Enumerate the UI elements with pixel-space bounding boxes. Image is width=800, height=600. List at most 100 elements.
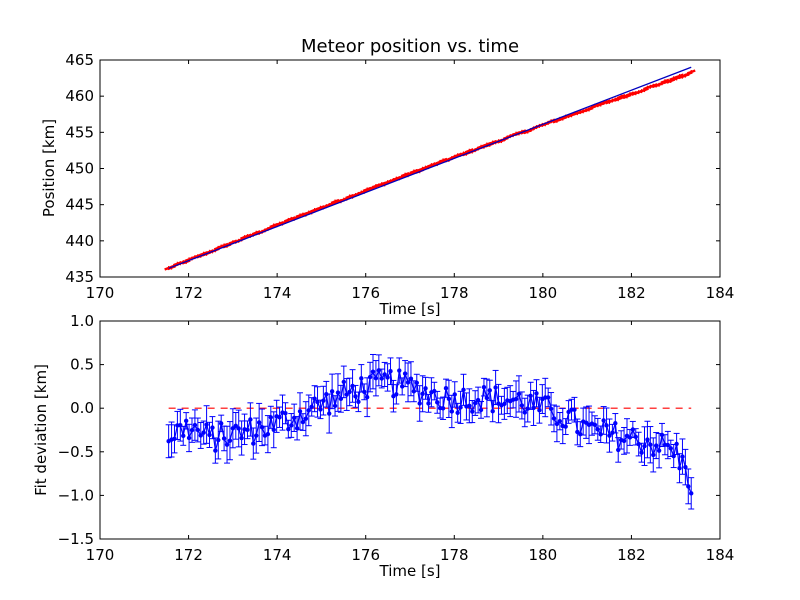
deviation-point bbox=[537, 408, 542, 413]
deviation-point bbox=[405, 380, 411, 385]
x-axis-ticks: 170 172 174 176 178 180 182 184 bbox=[86, 321, 734, 564]
deviation-point bbox=[674, 441, 679, 447]
deviation-point bbox=[423, 386, 428, 391]
data-point bbox=[686, 69, 696, 75]
deviation-point bbox=[545, 395, 551, 400]
deviation-point bbox=[651, 452, 656, 458]
deviation-point bbox=[362, 389, 367, 395]
deviation-point bbox=[578, 431, 583, 437]
deviation-point bbox=[303, 416, 309, 421]
deviation-point bbox=[201, 430, 206, 435]
deviation-point bbox=[315, 399, 320, 405]
deviation-point bbox=[452, 392, 457, 397]
y-tick-label: −0.5 bbox=[58, 443, 94, 461]
deviation-point bbox=[440, 406, 446, 411]
deviation-point bbox=[408, 376, 414, 381]
deviation-point bbox=[528, 393, 533, 399]
x-tick-label: 180 bbox=[529, 546, 558, 564]
deviation-point bbox=[551, 416, 557, 421]
x-tick-label: 172 bbox=[174, 284, 203, 302]
deviation-point bbox=[402, 371, 408, 376]
deviation-point bbox=[218, 421, 224, 426]
deviation-point bbox=[210, 425, 215, 430]
deviation-point bbox=[490, 409, 495, 414]
deviation-point bbox=[525, 406, 530, 411]
deviation-point bbox=[239, 435, 244, 441]
deviation-point bbox=[686, 484, 691, 489]
deviation-point bbox=[481, 384, 487, 390]
y-tick-label: 0.0 bbox=[70, 399, 94, 417]
deviation-point bbox=[327, 411, 332, 416]
y-tick-label: 435 bbox=[65, 268, 94, 286]
deviation-point bbox=[639, 450, 644, 455]
deviation-point bbox=[598, 432, 603, 437]
deviation-point bbox=[470, 409, 475, 414]
deviation-point bbox=[607, 433, 612, 438]
y-tick-label: 455 bbox=[65, 123, 94, 141]
deviation-point bbox=[420, 391, 425, 396]
x-tick-label: 176 bbox=[351, 546, 380, 564]
deviation-point bbox=[397, 368, 402, 373]
deviation-point bbox=[356, 399, 361, 405]
deviation-point bbox=[183, 418, 189, 424]
deviation-point bbox=[613, 421, 618, 426]
y-tick-label: 1.0 bbox=[70, 312, 94, 330]
x-tick-label: 178 bbox=[440, 546, 469, 564]
deviation-point bbox=[286, 426, 291, 432]
deviation-point bbox=[633, 434, 638, 440]
deviation-point bbox=[178, 422, 183, 428]
x-tick-label: 182 bbox=[617, 284, 646, 302]
deviation-point bbox=[181, 433, 186, 439]
y-axis-label: Fit deviation [km] bbox=[32, 364, 50, 496]
x-tick-label: 174 bbox=[263, 546, 292, 564]
deviation-point bbox=[195, 427, 201, 433]
y-tick-label: 465 bbox=[65, 51, 94, 69]
deviation-point bbox=[689, 491, 694, 496]
deviation-point bbox=[353, 394, 358, 399]
plot-frame bbox=[99, 320, 721, 540]
x-tick-label: 170 bbox=[86, 546, 115, 564]
chart-title: Meteor position vs. time bbox=[301, 36, 519, 57]
x-tick-label: 170 bbox=[86, 284, 115, 302]
deviation-point bbox=[312, 396, 317, 401]
deviation-point bbox=[604, 423, 609, 428]
deviation-point bbox=[680, 454, 685, 459]
deviation-point bbox=[595, 427, 600, 432]
deviation-point bbox=[306, 408, 311, 413]
deviation-point bbox=[656, 448, 662, 453]
deviation-point bbox=[321, 398, 326, 403]
x-tick-label: 178 bbox=[440, 284, 469, 302]
y-tick-label: 440 bbox=[65, 232, 94, 250]
deviation-point bbox=[367, 374, 373, 380]
deviation-point bbox=[297, 409, 303, 414]
deviation-point bbox=[443, 386, 449, 391]
deviation-point bbox=[592, 422, 598, 428]
y-tick-label: −1.5 bbox=[58, 530, 94, 548]
y-tick-label: 460 bbox=[65, 87, 94, 105]
y-tick-label: 450 bbox=[65, 160, 94, 178]
deviation-point bbox=[513, 396, 519, 402]
deviation-point bbox=[502, 401, 507, 407]
deviation-point bbox=[665, 442, 671, 448]
deviation-point bbox=[192, 422, 198, 428]
deviation-point bbox=[677, 466, 682, 471]
deviation-point bbox=[487, 388, 492, 393]
deviation-point bbox=[411, 389, 417, 394]
deviation-point bbox=[472, 400, 478, 406]
deviation-point bbox=[341, 379, 347, 385]
deviation-point bbox=[385, 375, 390, 380]
deviation-point bbox=[289, 423, 294, 428]
deviation-point bbox=[630, 427, 636, 432]
x-tick-label: 180 bbox=[529, 284, 558, 302]
deviation-point bbox=[344, 392, 349, 397]
deviation-point bbox=[213, 448, 218, 453]
deviation-point bbox=[399, 384, 405, 389]
y-axis-label: Position [km] bbox=[40, 119, 58, 217]
x-axis-label: Time [s] bbox=[379, 300, 441, 318]
deviation-point bbox=[379, 376, 384, 381]
deviation-point bbox=[610, 430, 615, 435]
y-tick-label: −1.0 bbox=[58, 486, 94, 504]
deviation-point bbox=[446, 396, 452, 402]
deviation-point bbox=[259, 425, 265, 430]
x-tick-label: 174 bbox=[263, 284, 292, 302]
